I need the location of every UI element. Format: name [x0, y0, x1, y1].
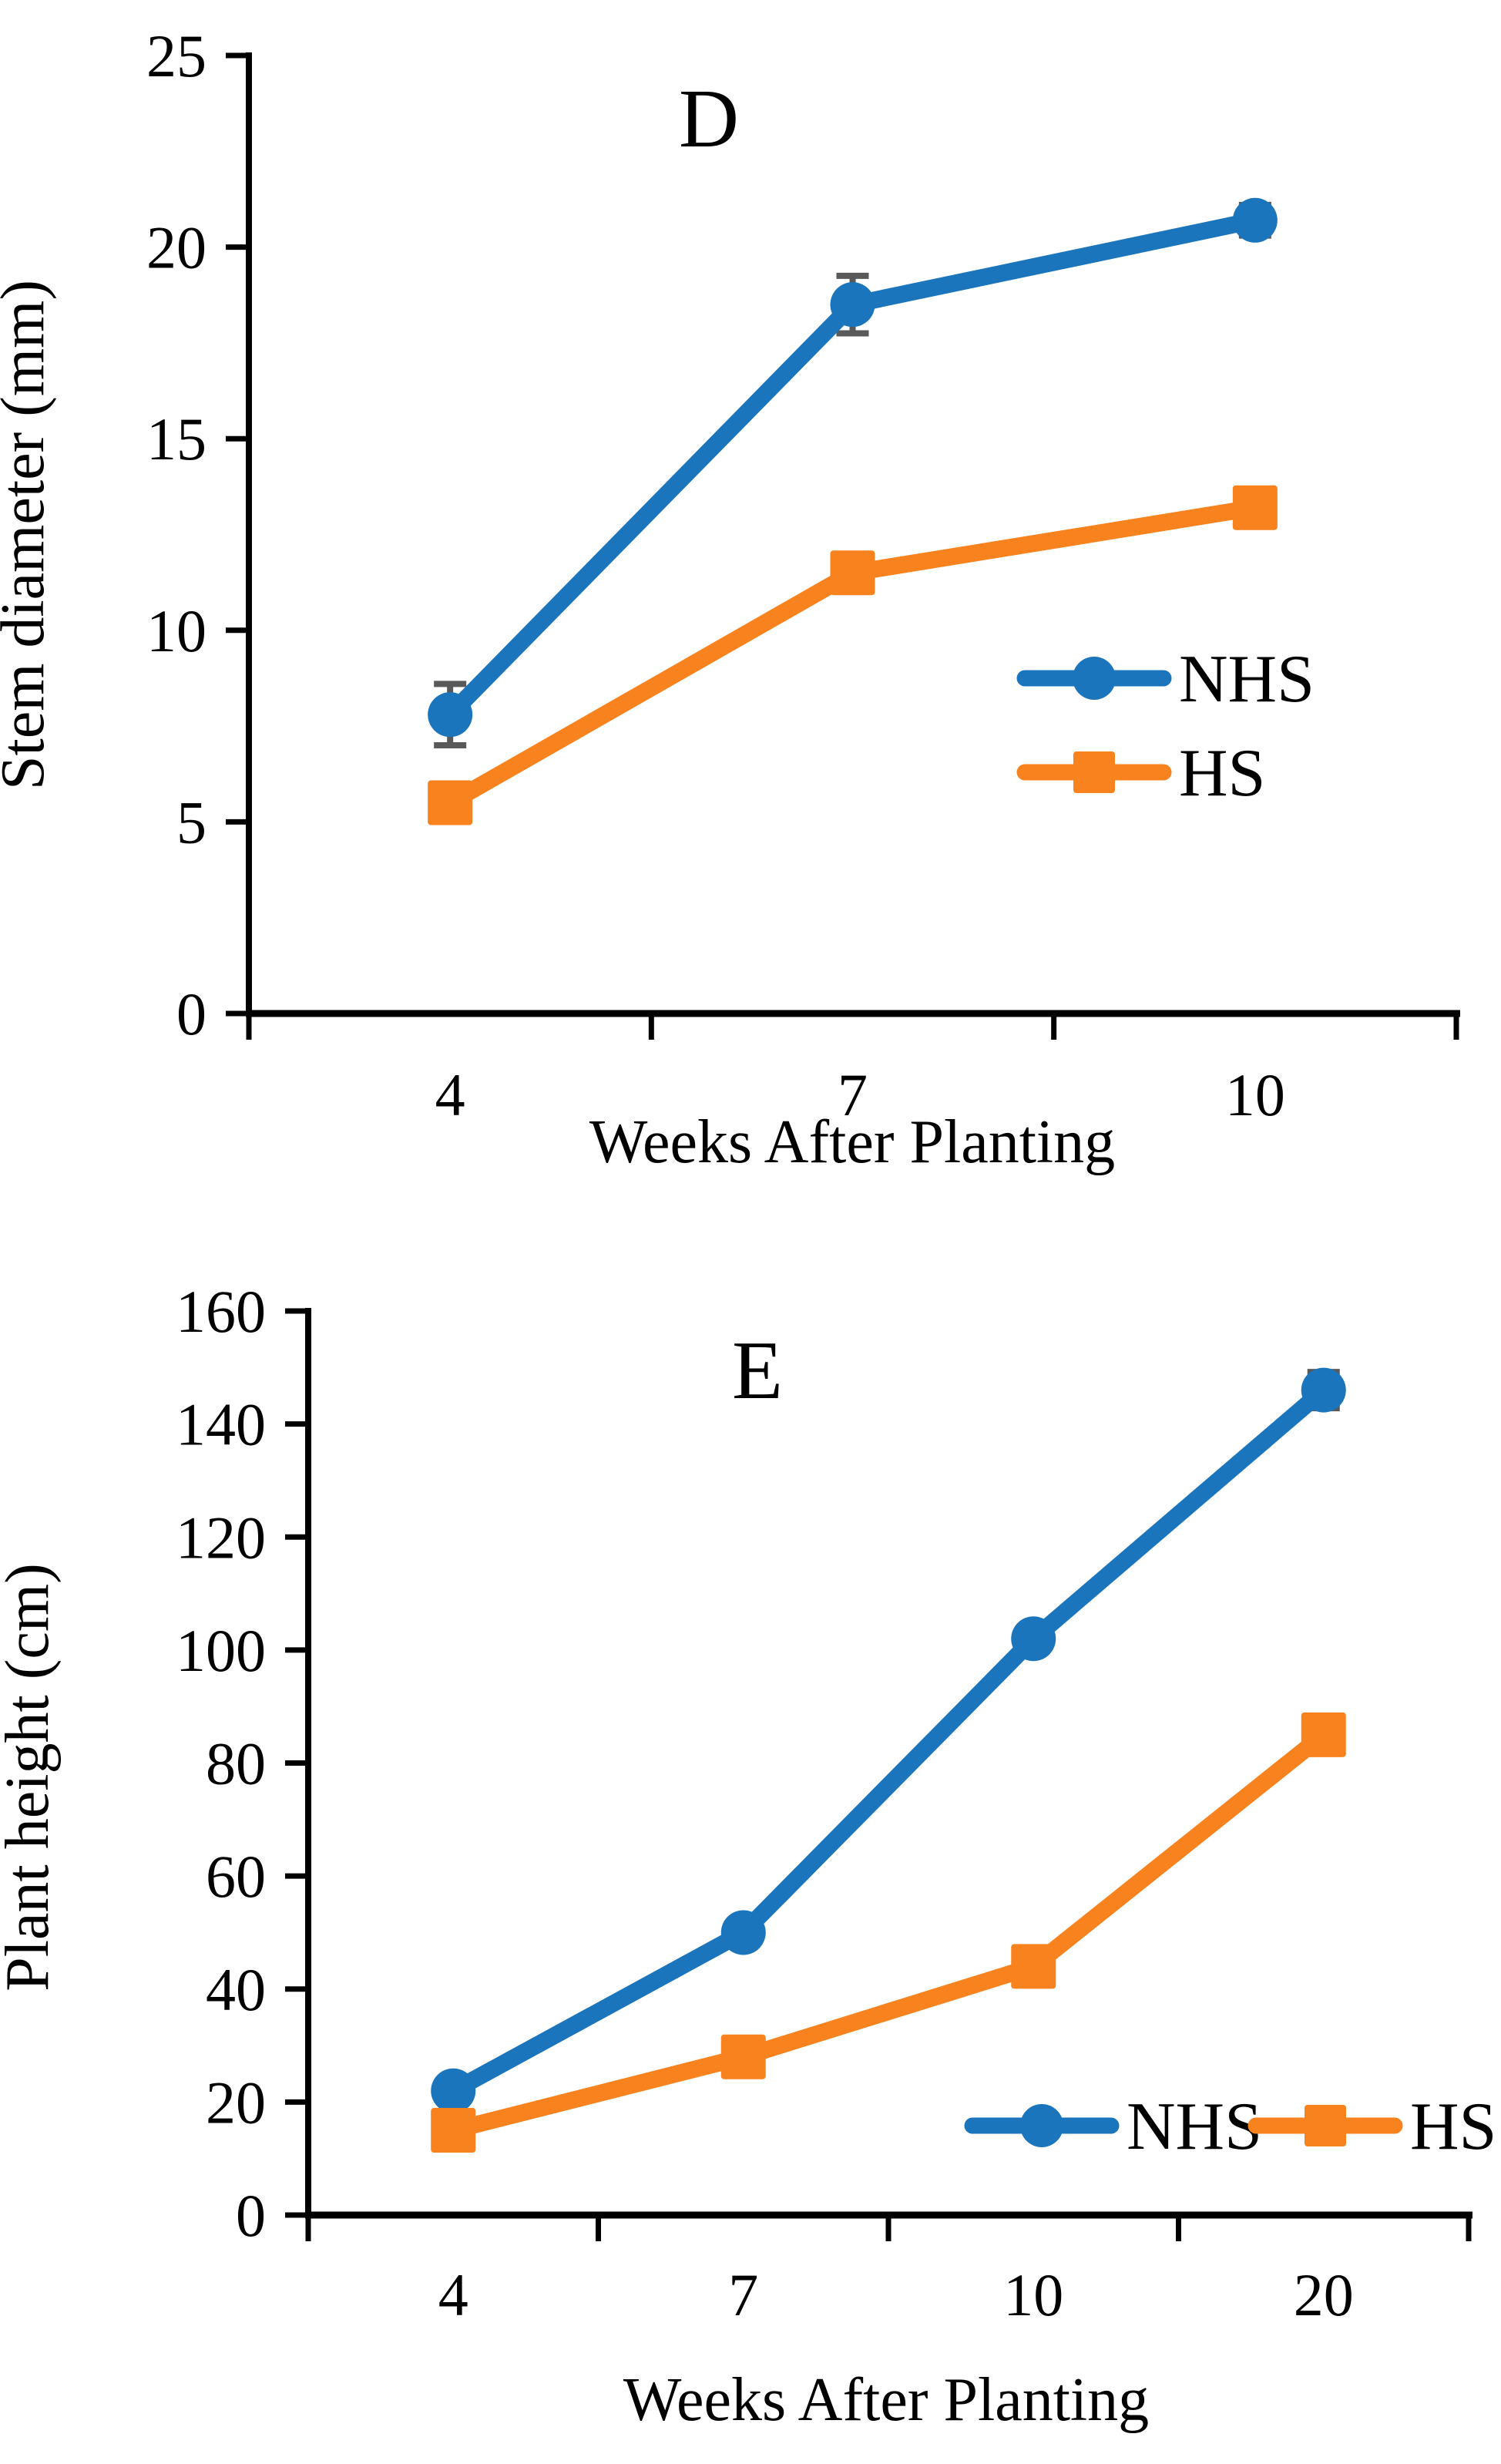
data-point-nhs	[720, 1910, 766, 1955]
x-tick-label: 4	[435, 1061, 465, 1128]
y-tick-label: 120	[176, 1504, 266, 1571]
y-tick-label: 40	[206, 1956, 266, 2023]
chart-e-canvas: 0 20 40 60 80 100 120 140 160 4 7 10 20 Weeks After P…	[0, 1278, 1497, 2434]
data-point-nhs	[1301, 1367, 1346, 1413]
y-tick-label: 15	[146, 405, 207, 472]
x-tick-label: 7	[728, 2261, 758, 2328]
y-axis-title: Plant height (cm)	[0, 1563, 62, 1991]
x-tick-label: 10	[1225, 1061, 1285, 1128]
y-tick-label: 80	[206, 1730, 266, 1797]
legend-marker-hs	[1305, 2105, 1346, 2146]
series-line-hs	[445, 1726, 1332, 2140]
data-point-hs	[1232, 485, 1278, 530]
data-point-nhs	[830, 282, 875, 328]
panel-letter: E	[732, 1325, 783, 1417]
x-tick-label: 10	[1003, 2261, 1063, 2328]
y-axis-title: Stem diameter (mm)	[0, 280, 57, 790]
chart-plant-height: 0 20 40 60 80 100 120 140 160 4 7 10 20 Weeks After P…	[0, 1233, 1501, 2464]
legend-marker-hs	[1073, 751, 1115, 793]
series-line-nhs	[445, 1381, 1332, 2099]
y-tick-label: 10	[146, 597, 207, 664]
y-tick-label: 0	[236, 2182, 266, 2249]
legend-label-hs: HS	[1410, 2089, 1497, 2164]
data-point-nhs	[428, 692, 473, 738]
legend-label-hs: HS	[1179, 736, 1266, 811]
y-tick-label: 140	[176, 1391, 266, 1458]
data-point-hs	[720, 2034, 766, 2079]
legend-marker-nhs	[1073, 657, 1116, 700]
chart-stem-diameter: 0 5 10 15 20 25 4 7 10 Weeks After Planting Stem d…	[0, 0, 1501, 1202]
y-tick-label: 20	[146, 214, 207, 281]
data-point-nhs	[431, 2068, 476, 2113]
y-tick-label: 20	[206, 2069, 266, 2136]
y-tick-label: 60	[206, 1843, 266, 1910]
data-point-hs	[830, 550, 875, 596]
x-tick-label: 20	[1294, 2261, 1354, 2328]
legend-label-nhs: NHS	[1179, 642, 1315, 717]
y-tick-label: 5	[176, 788, 207, 856]
chart-d-canvas: 0 5 10 15 20 25 4 7 10 Weeks After Planting Stem d…	[0, 22, 1460, 1176]
y-tick-label: 100	[176, 1617, 266, 1684]
panel-letter: D	[679, 73, 739, 165]
legend-label-nhs: NHS	[1127, 2089, 1262, 2164]
data-point-hs	[1301, 1712, 1346, 1757]
y-tick-label: 0	[176, 980, 207, 1047]
y-tick-label: 25	[146, 22, 207, 89]
x-tick-label: 4	[438, 2261, 468, 2328]
x-tick-label: 7	[838, 1061, 868, 1128]
x-axis-title: Weeks After Planting	[623, 2366, 1149, 2434]
data-point-hs	[428, 780, 473, 825]
data-point-hs	[431, 2108, 476, 2153]
x-axis-title: Weeks After Planting	[589, 1108, 1115, 1176]
data-point-hs	[1011, 1944, 1056, 1989]
legend-marker-nhs	[1020, 2104, 1063, 2147]
y-tick-label: 160	[176, 1278, 266, 1345]
data-point-nhs	[1232, 197, 1278, 243]
data-point-nhs	[1011, 1616, 1056, 1662]
